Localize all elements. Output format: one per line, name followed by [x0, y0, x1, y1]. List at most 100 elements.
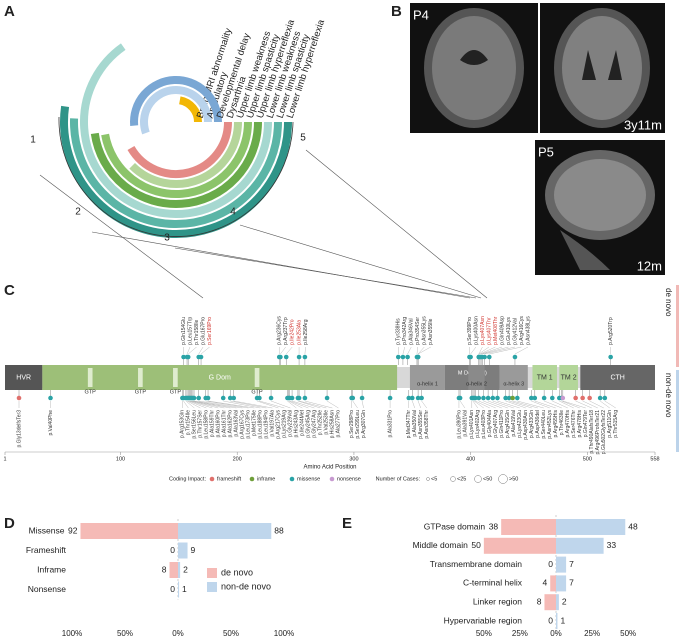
label-connector	[412, 400, 415, 409]
mutation-dot	[512, 354, 518, 360]
category-label: Nonsense	[28, 584, 67, 594]
label-connector	[517, 400, 544, 409]
patient-number: 3	[164, 233, 170, 244]
protein-domain	[5, 365, 43, 390]
label-connector	[188, 400, 207, 409]
bar	[178, 542, 188, 559]
mutation-label: p.Arg237Trp	[283, 317, 289, 345]
legend-swatch	[207, 568, 217, 578]
legend-title: Coding Impact:	[169, 476, 206, 482]
value-label: 92	[68, 525, 78, 535]
legend-label: <50	[483, 476, 492, 482]
mutation-dot	[409, 395, 415, 401]
panel-label: D	[4, 515, 15, 532]
label-connector	[304, 346, 306, 355]
mutation-label: p.Arg520Trp	[608, 317, 614, 345]
legend-label: non-de novo	[221, 581, 271, 591]
mutation-label: p.Gln479Ter	[583, 410, 589, 438]
label-connector	[589, 400, 604, 409]
label-connector	[478, 346, 483, 355]
mutation-label: p.Ile253Ala	[296, 320, 302, 345]
label-connector	[478, 400, 496, 409]
value-label: 0	[170, 545, 175, 555]
mutation-dot	[485, 395, 491, 401]
label-connector	[416, 346, 418, 355]
value-label: 8	[162, 564, 167, 574]
mutation-label: p.Ser156Leu	[192, 410, 198, 439]
label-connector	[561, 400, 580, 409]
phenotype-arc	[90, 121, 262, 208]
x-tick-label: 100%	[274, 629, 294, 638]
value-label: 88	[274, 525, 284, 535]
mutation-label: p.Pro342Arg	[402, 317, 408, 345]
panel-label: A	[4, 3, 15, 20]
label-connector	[198, 400, 243, 409]
mutation-dot	[419, 395, 424, 401]
label-connector	[459, 400, 466, 409]
domain-label: α-helix 3	[503, 381, 524, 387]
label-connector	[186, 346, 191, 355]
mutation-label: p.Arg415Gln	[505, 410, 511, 438]
mutation-label: p.Leu158Pro	[204, 410, 210, 439]
mutation-label: p.Arg511Gln	[607, 410, 613, 438]
label-connector	[186, 400, 201, 409]
value-label: 0	[548, 615, 553, 625]
x-tick-label: 50%	[223, 629, 239, 638]
x-tick-label: 300	[349, 456, 358, 462]
domain-label: TM 2	[561, 374, 577, 381]
x-tick-label: 558	[650, 456, 659, 462]
value-label: 1	[560, 615, 565, 625]
mutation-dot	[476, 395, 482, 401]
legend-label: >50	[509, 476, 518, 482]
mutation-dot	[406, 395, 412, 401]
value-label: 7	[569, 578, 574, 588]
mutation-label: p.Glu502GlyfsTer22	[601, 410, 607, 454]
mutation-label: p.Arg416Cys	[519, 316, 525, 345]
label-connector	[259, 400, 285, 409]
mutation-label: p.Ala331Pro	[387, 410, 393, 438]
label-connector	[233, 400, 273, 409]
label-connector	[183, 400, 189, 409]
side-label: non-de novo	[664, 373, 673, 418]
label-connector	[481, 346, 503, 355]
domain-label: HVR	[16, 374, 31, 381]
value-label: 2	[183, 564, 188, 574]
mutation-dot	[283, 354, 289, 360]
protein-domain	[173, 368, 178, 387]
mutation-dot	[573, 395, 578, 401]
domain-label: GTP	[85, 389, 97, 395]
mutation-dot	[296, 395, 302, 401]
mutation-label: p.Gln154Glu	[181, 317, 187, 345]
bar	[178, 523, 272, 539]
mutation-label: p.Ile258Arg	[303, 319, 309, 345]
mutation-label: p.Lys402Arg	[475, 410, 481, 438]
protein-domain	[580, 365, 655, 390]
mutation-label: p.Leu403Pro	[481, 410, 487, 439]
mutation-dot	[510, 395, 515, 401]
phenotype-arc	[178, 96, 202, 123]
domain-label: TM 1	[537, 374, 553, 381]
mutation-dot	[268, 395, 274, 401]
mutation-label: p.Ser169Pro	[207, 317, 213, 345]
legend-swatch	[289, 476, 295, 482]
patient-number: 2	[75, 207, 81, 218]
value-label: 48	[628, 521, 638, 531]
bar	[178, 581, 180, 598]
mutation-dot	[16, 395, 22, 401]
label-connector	[544, 400, 562, 409]
connector	[39, 174, 204, 299]
category-label: GTPase domain	[424, 521, 486, 531]
mutation-label: p.Leu390Pro	[456, 410, 462, 439]
mutation-dot	[457, 395, 463, 401]
mutation-dot	[490, 395, 496, 401]
legend-label: <25	[457, 476, 466, 482]
bar	[556, 613, 558, 629]
mutation-dot	[205, 395, 211, 401]
mutation-label: p.Val197Ala	[270, 410, 276, 437]
mutation-label: p.His243Arg	[294, 410, 300, 438]
mutation-label: p.Leu157Trp	[187, 317, 193, 345]
category-label: Linker region	[473, 596, 522, 606]
mutation-label: p.Ala162Pro	[228, 410, 234, 438]
mutation-label: p.Arg307Gln	[361, 410, 367, 438]
mutation-dot	[191, 395, 197, 401]
